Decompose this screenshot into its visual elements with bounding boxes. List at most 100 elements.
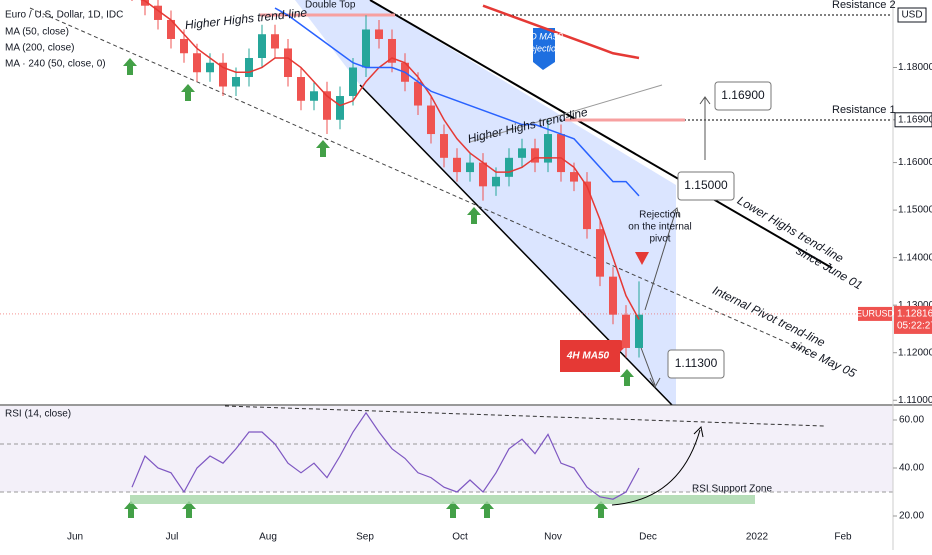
price-tag	[894, 112, 932, 128]
callout-label: 1.16900	[721, 88, 765, 102]
candle-body	[154, 5, 162, 20]
arrow	[639, 344, 661, 389]
candle-body	[180, 38, 188, 54]
rsi-trendline	[224, 405, 826, 427]
arrow	[699, 96, 711, 160]
arrow	[644, 207, 680, 311]
candle-body	[388, 38, 396, 63]
up-arrow	[124, 501, 138, 518]
ma-line	[274, 7, 640, 197]
price-tag	[894, 305, 932, 334]
candle-body	[479, 162, 487, 187]
candle-body	[297, 77, 305, 101]
candle-body	[284, 48, 292, 78]
legend-entry: MA · 240 (50, close, 0)	[5, 59, 106, 70]
callout-label: 1.15000	[684, 178, 728, 192]
y-tick-label: 60.00	[899, 415, 924, 426]
y-tick-label: 1.16900	[898, 114, 932, 125]
callout	[677, 171, 735, 201]
candle-body	[596, 229, 604, 277]
up-arrow	[182, 501, 196, 518]
annotation: rejection	[527, 43, 561, 53]
x-tick-label: Nov	[544, 532, 562, 543]
chart-title: Euro / U.S. Dollar, 1D, IDC	[5, 10, 123, 21]
lower-highs-line	[369, 0, 833, 269]
candle-body	[232, 77, 240, 87]
y-tick-label: 1.14000	[898, 252, 932, 263]
drawings	[29, 0, 890, 405]
candle-body	[310, 91, 318, 101]
annotation: pivot	[649, 234, 670, 245]
x-tick-label: Dec	[639, 532, 657, 543]
y-tick-label: 1.16000	[898, 157, 932, 168]
x-tick-label: Jul	[166, 532, 179, 543]
rsi-arrow	[611, 425, 704, 506]
annotation: 1D MA50	[525, 31, 563, 41]
ma-line	[482, 4, 640, 60]
countdown: 05:22:27	[897, 321, 932, 332]
currency: USD	[901, 10, 922, 21]
annotation: Resistance 2	[832, 0, 896, 11]
candle-body	[622, 314, 630, 348]
y-tick-label: 1.11000	[898, 395, 932, 406]
candle-body	[635, 314, 643, 348]
ma50-rejection-box	[533, 28, 555, 70]
candle-body	[583, 181, 591, 230]
candle-body	[531, 148, 539, 163]
callout-label: 1.11300	[675, 356, 718, 370]
up-arrow	[446, 501, 460, 518]
x-tick-label: 2022	[746, 532, 769, 543]
candle-body	[544, 134, 552, 163]
y-tick-label: 20.00	[899, 511, 924, 522]
ma-line	[140, 0, 640, 320]
green-arrows	[123, 58, 634, 518]
higher-highs-line	[469, 84, 663, 143]
candle-body	[206, 62, 214, 73]
up-arrow	[123, 58, 137, 75]
up-arrow	[181, 84, 195, 101]
x-tick-label: Jun	[67, 532, 83, 543]
up-arrow	[467, 207, 481, 224]
candle-body	[414, 81, 422, 106]
currency-box	[897, 7, 927, 23]
candle-body	[557, 134, 565, 173]
rsi-band	[0, 406, 893, 492]
annotation: 4H MA50	[566, 351, 610, 362]
candle-body	[453, 157, 461, 173]
candle-body	[505, 157, 513, 177]
y-tick-label: 1.15000	[898, 205, 932, 216]
channel-shade	[295, 0, 676, 405]
down-arrow	[635, 252, 649, 265]
y-tick-label: 1.18000	[898, 62, 932, 73]
x-tick-label: Feb	[834, 532, 852, 543]
candle-body	[141, 0, 149, 6]
last-price: 1.12816	[897, 309, 932, 320]
annotation: Higher Highs trend-line	[184, 5, 308, 32]
candle-body	[570, 172, 578, 182]
y-tick-label: 1.12000	[898, 347, 932, 358]
annotation: Rejection	[639, 210, 681, 221]
y-tick-label: 40.00	[899, 463, 924, 474]
y-tick-label: 1.13000	[898, 300, 932, 311]
x-tick-label: Oct	[452, 532, 468, 543]
rsi-line	[131, 411, 640, 500]
candle-body	[518, 148, 526, 158]
candle-body	[427, 105, 435, 135]
rsi-name: RSI (14, close)	[5, 409, 71, 420]
annotation: Lower Highs trend-line	[735, 193, 846, 265]
candle-body	[375, 29, 383, 39]
candle-body	[349, 67, 357, 97]
annotation: Internal Pivot trend-line	[710, 283, 827, 350]
annotation: Resistance 1	[832, 104, 896, 116]
x-tick-label: Sep	[356, 532, 374, 543]
legend-entry: MA (200, close)	[5, 43, 74, 54]
candle-body	[193, 53, 201, 73]
candle-body	[323, 91, 331, 120]
candle-body	[167, 19, 175, 39]
candle-body	[466, 162, 474, 173]
candle-body	[440, 134, 448, 158]
candle-body	[271, 34, 279, 49]
up-arrow	[620, 369, 634, 386]
candle-body	[258, 34, 266, 58]
ma50-4h-box	[560, 340, 630, 372]
